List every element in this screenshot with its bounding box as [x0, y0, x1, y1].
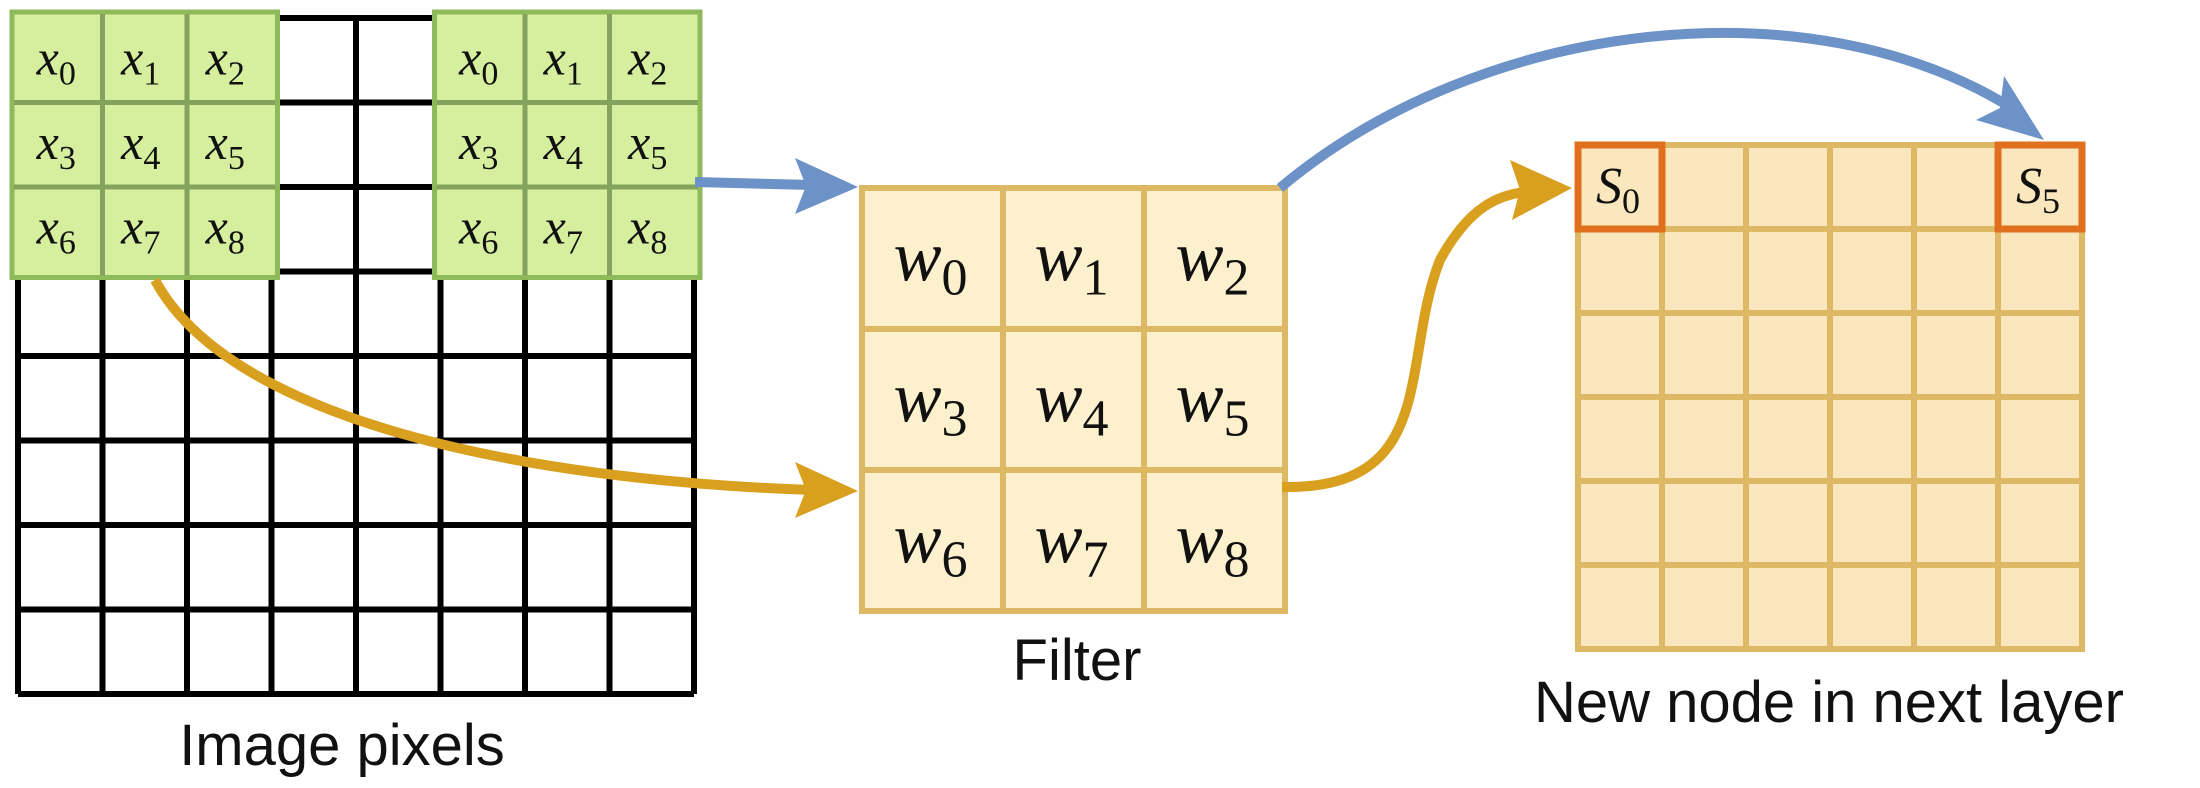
filter-weight-w1: w1: [1034, 217, 1108, 307]
output-layer-label: New node in next layer: [1534, 670, 2124, 735]
filter-weight-w0: w0: [893, 217, 967, 307]
arrow-filter-to-output-s0: [1281, 187, 1526, 493]
arrow-filter-to-output-top: [1276, 27, 2018, 192]
output-cell-highlight-1: [1994, 141, 2086, 233]
image-pixels-label: Image pixels: [179, 713, 505, 778]
pixel-label-x6: x6: [458, 198, 498, 261]
pixel-label-x0: x0: [458, 29, 498, 92]
pixel-label-x3: x3: [36, 114, 76, 177]
pixel-label-x3: x3: [458, 114, 498, 177]
filter-weight-w3: w3: [893, 358, 967, 448]
filter-grid: w0 w1 w2 w3 w4 w5 w6 w7 w8: [859, 185, 1288, 614]
pixel-label-x2: x2: [627, 29, 667, 92]
pixel-label-x8: x8: [205, 198, 245, 261]
pixel-label-x4: x4: [543, 114, 583, 177]
output-node-grid: S0 S5: [1574, 141, 2086, 652]
pixel-label-x2: x2: [205, 29, 245, 92]
arrow-head-gold-2: [1510, 160, 1572, 220]
arrow-patch-to-filter-top: [694, 177, 813, 190]
image-pixel-grid: x0 x1 x2 x3 x4 x5 x6 x7 x8 x0 x1 x2 x3 x4 x5 x6 x7 x8: [9, 9, 703, 697]
arrow-patch-to-filter-bottom: [150, 277, 813, 495]
pixel-label-x5: x5: [205, 114, 245, 177]
pixel-label-x1: x1: [543, 29, 583, 92]
filter-background: [859, 185, 1288, 614]
output-node-s5: S5: [2016, 158, 2060, 221]
pixel-label-x7: x7: [120, 198, 160, 261]
pixel-label-x6: x6: [36, 198, 76, 261]
pixel-label-x4: x4: [120, 114, 160, 177]
pixel-label-x0: x0: [36, 29, 76, 92]
filter-weight-w6: w6: [893, 499, 967, 589]
filter-weight-w5: w5: [1175, 358, 1249, 448]
pixel-label-x5: x5: [627, 114, 667, 177]
image-patch-cells-1: x0 x1 x2 x3 x4 x5 x6 x7 x8: [432, 9, 703, 280]
filter-weight-w4: w4: [1034, 358, 1108, 448]
arrow-head-gold-1: [795, 462, 858, 518]
image-patch-cells-0: x0 x1 x2 x3 x4 x5 x6 x7 x8: [9, 9, 280, 280]
arrows: [150, 27, 2044, 518]
pixel-label-x8: x8: [627, 198, 667, 261]
pixel-label-x7: x7: [543, 198, 583, 261]
output-node-s0: S0: [1596, 158, 1640, 221]
filter-weight-w7: w7: [1034, 499, 1108, 589]
pixel-label-x1: x1: [120, 29, 160, 92]
filter-label: Filter: [1013, 628, 1142, 693]
filter-weight-w2: w2: [1175, 217, 1249, 307]
output-cell-highlight-0: [1574, 141, 1666, 233]
filter-weight-w8: w8: [1175, 499, 1249, 589]
arrow-head-blue-2: [1976, 76, 2044, 140]
arrow-head-blue-1: [795, 158, 858, 214]
